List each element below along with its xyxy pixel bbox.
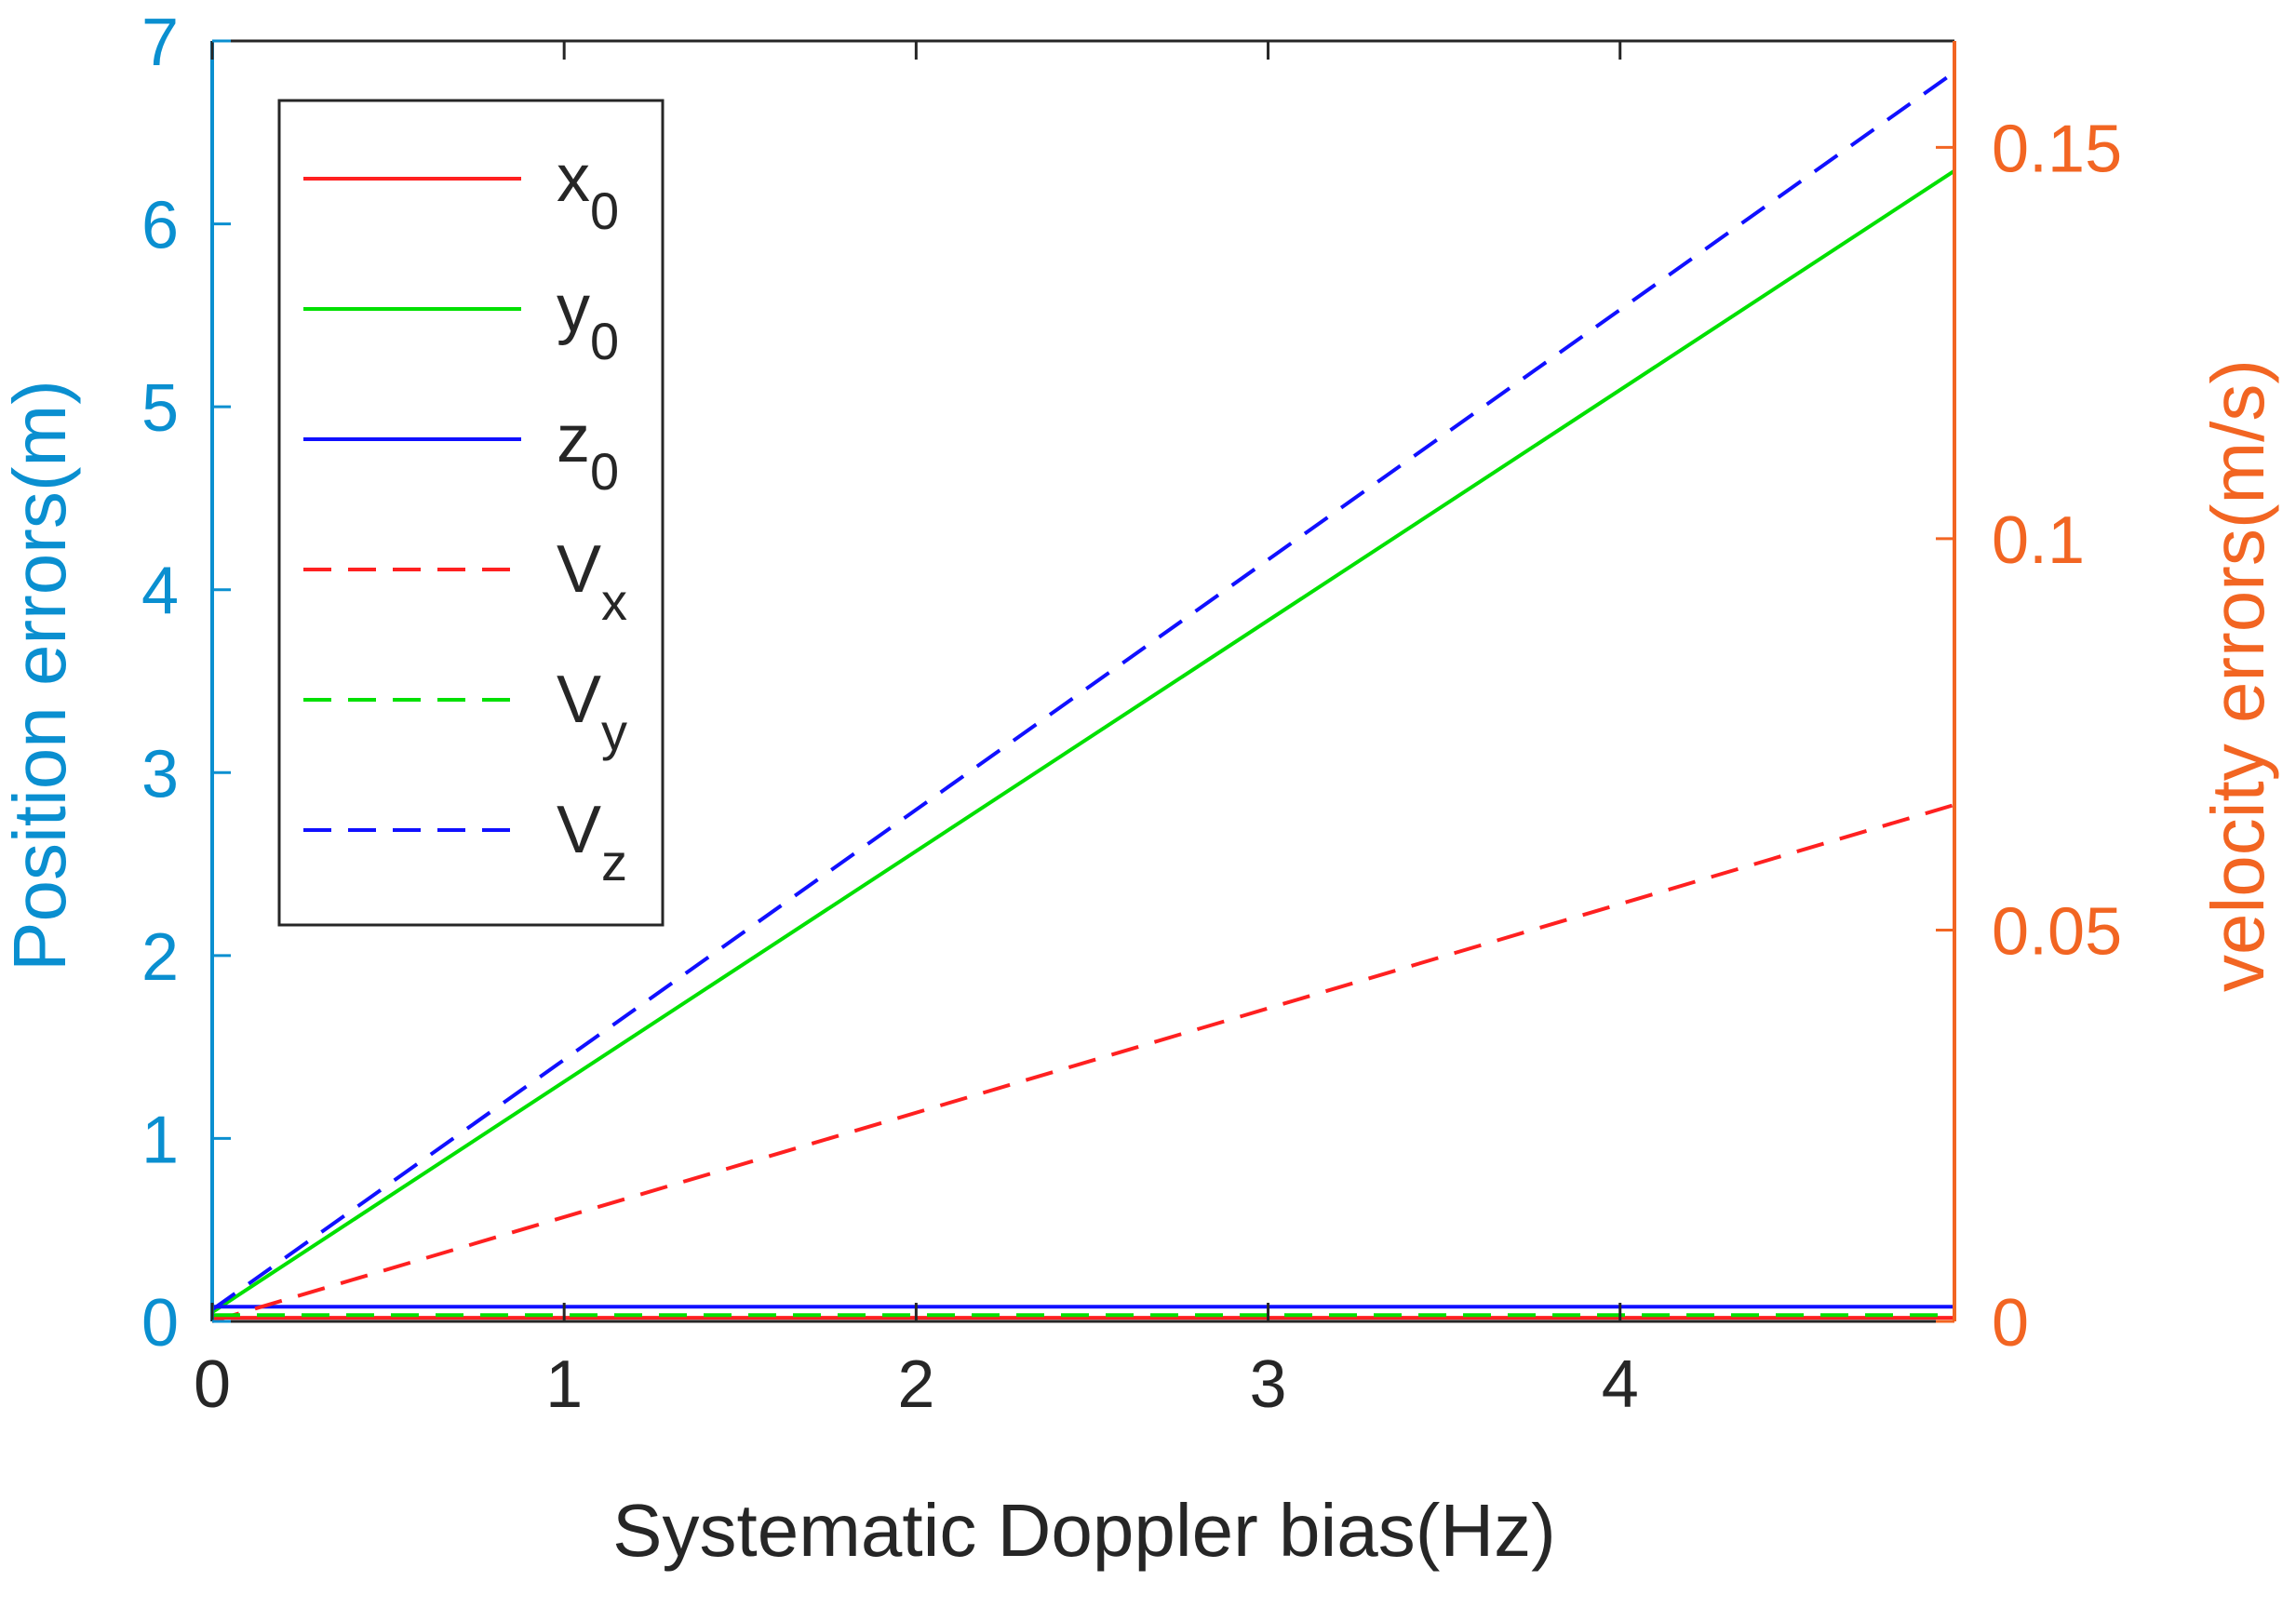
right-y-tick-label: 0.1 xyxy=(1992,503,2085,578)
series-line-Vx xyxy=(211,802,1955,1323)
right-y-tick-label: 0 xyxy=(1992,1286,2029,1360)
legend-label: z0 xyxy=(557,402,619,501)
legend-label: Vy xyxy=(557,663,627,761)
x-tick-label: 1 xyxy=(545,1347,583,1422)
x-tick-label: 3 xyxy=(1250,1347,1287,1422)
left-y-tick-label: 4 xyxy=(141,555,179,629)
legend: x0 y0 z0 Vx Vy Vz xyxy=(277,99,665,927)
x-tick-label: 4 xyxy=(1602,1347,1639,1422)
left-y-tick-label: 2 xyxy=(141,920,179,995)
x-ticks: 0 1 2 3 4 xyxy=(194,41,1639,1422)
legend-label: Vx xyxy=(557,532,627,631)
right-y-tick-label: 0.05 xyxy=(1992,894,2122,969)
series-line-y0 xyxy=(210,168,1956,1314)
axes-layer xyxy=(210,39,1956,1323)
left-y-tick-label: 6 xyxy=(141,189,179,263)
legend-label: x0 xyxy=(557,141,619,240)
x-axis-label: Systematic Doppler bias(Hz) xyxy=(612,1489,1556,1572)
right-y-ticks: 0 0.05 0.1 0.15 xyxy=(1936,112,2122,1360)
left-y-tick-label: 7 xyxy=(141,6,179,80)
x-tick-label: 0 xyxy=(194,1347,231,1422)
left-y-tick-label: 5 xyxy=(141,371,179,446)
right-y-tick-label: 0.15 xyxy=(1992,112,2122,186)
left-y-axis-label: Position errors(m) xyxy=(0,380,81,972)
x-tick-label: 2 xyxy=(897,1347,934,1422)
legend-label: y0 xyxy=(557,272,619,370)
legend-label: Vz xyxy=(557,793,627,891)
right-y-axis-label: velocity errors(m/s) xyxy=(2196,359,2279,992)
left-y-ticks: 0 1 2 3 4 5 6 7 xyxy=(141,6,231,1360)
series-layer xyxy=(210,70,1956,1323)
left-y-tick-label: 1 xyxy=(141,1103,179,1177)
legend-box xyxy=(277,99,665,927)
left-y-tick-label: 3 xyxy=(141,737,179,811)
left-y-tick-label: 0 xyxy=(141,1286,179,1360)
